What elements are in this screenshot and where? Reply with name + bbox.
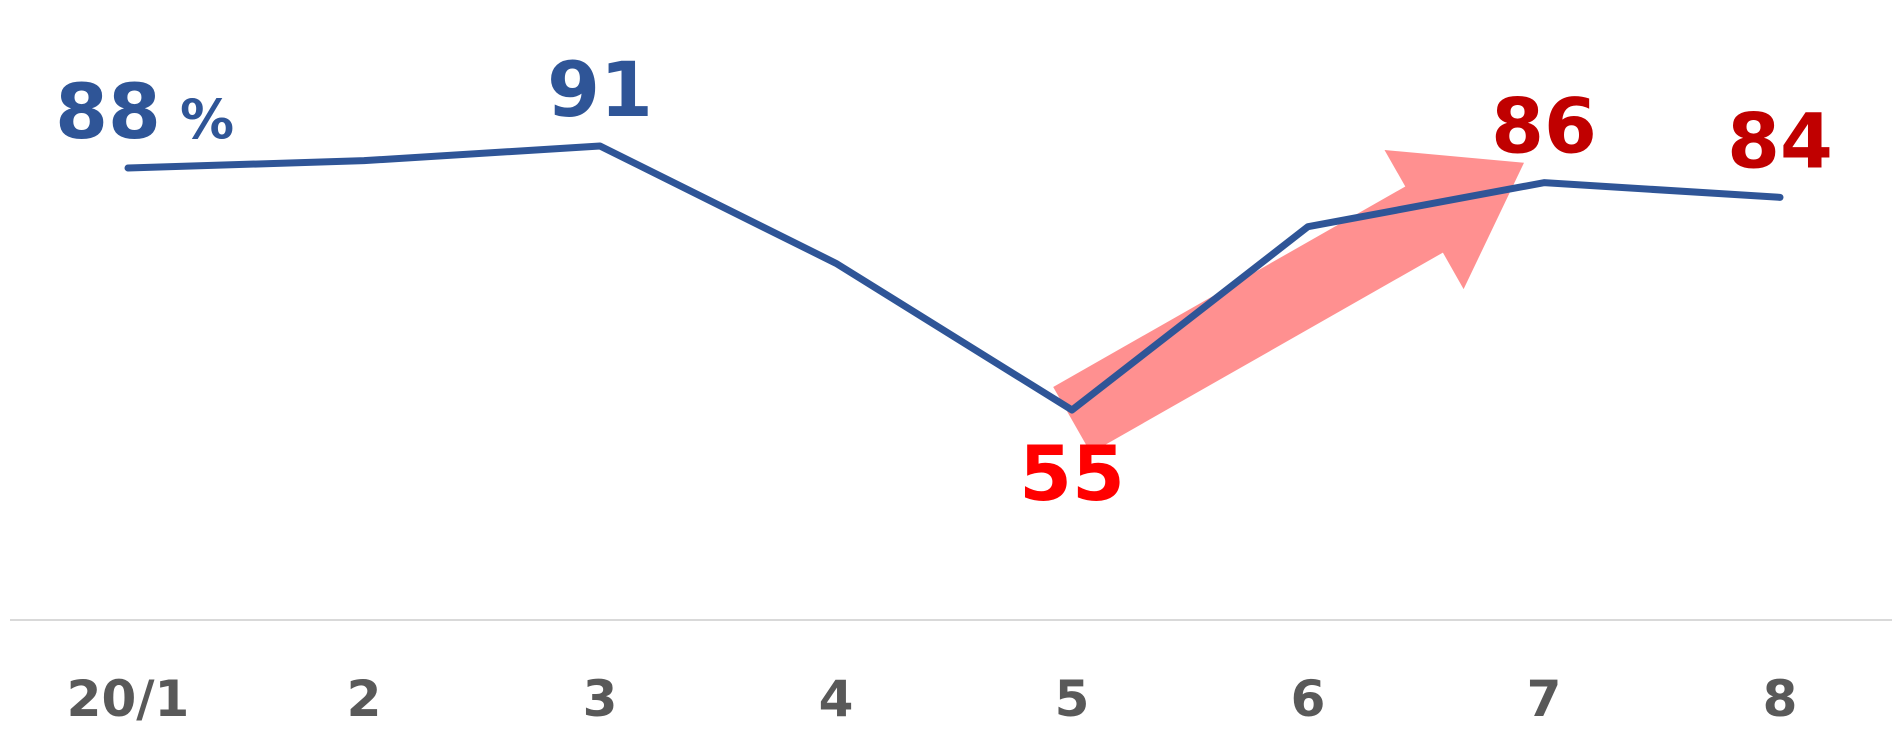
x-tick-label-0: 20/1 bbox=[67, 670, 190, 728]
data-label-unit: % bbox=[180, 88, 234, 151]
data-label-6: 86 bbox=[1491, 82, 1597, 171]
x-tick-label-2: 3 bbox=[583, 670, 618, 728]
x-tick-label-7: 8 bbox=[1763, 670, 1798, 728]
data-label-layer: 88% 91 55 86 84 bbox=[55, 45, 1833, 518]
x-tick-layer: 20/1 2 3 4 5 6 7 8 bbox=[67, 670, 1798, 728]
series-line bbox=[128, 146, 1780, 410]
data-label-0: 88 bbox=[55, 67, 161, 156]
series-layer bbox=[128, 146, 1780, 410]
x-tick-label-6: 7 bbox=[1527, 670, 1562, 728]
data-label-2: 91 bbox=[547, 45, 653, 134]
data-label-4: 55 bbox=[1019, 429, 1125, 518]
trend-arrow-layer bbox=[1053, 150, 1524, 453]
x-tick-label-1: 2 bbox=[347, 670, 382, 728]
x-tick-label-3: 4 bbox=[819, 670, 854, 728]
x-tick-label-4: 5 bbox=[1055, 670, 1090, 728]
data-label-7: 84 bbox=[1727, 96, 1833, 185]
x-tick-label-5: 6 bbox=[1291, 670, 1326, 728]
trend-arrow bbox=[1053, 150, 1524, 453]
